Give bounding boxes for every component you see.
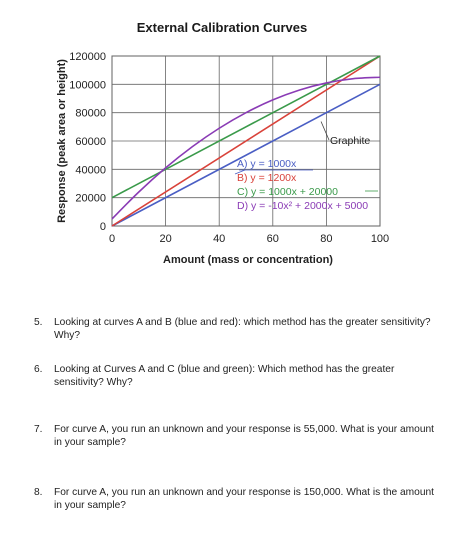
x-tick-label: 20 xyxy=(159,233,171,245)
series-d-line xyxy=(111,76,381,220)
y-tick-label: 0 xyxy=(100,221,106,233)
equation-label-a: A) y = 1000x xyxy=(237,158,297,170)
chart-ticks: 0 20 40 60 80 100 0 20000 40000 60000 80000 100000 1… xyxy=(69,51,389,245)
series-c-line xyxy=(111,55,381,199)
x-tick-label: 0 xyxy=(109,233,115,245)
question-5: 5. Looking at curves A and B (blue and r… xyxy=(34,316,444,342)
chart-series xyxy=(111,55,381,227)
question-number: 5. xyxy=(34,317,43,328)
y-tick-label: 20000 xyxy=(75,193,106,205)
question-8: 8. For curve A, you run an unknown and y… xyxy=(34,486,444,512)
y-tick-label: 80000 xyxy=(75,108,106,120)
x-axis-label: Amount (mass or concentration) xyxy=(163,254,333,266)
graphite-leader xyxy=(320,121,330,141)
y-axis-label: Response (peak area or height) xyxy=(56,59,68,223)
y-tick-label: 100000 xyxy=(69,79,106,91)
equation-label-d: D) y = -10x² + 2000x + 5000 xyxy=(237,200,368,212)
chart-title: External Calibration Curves xyxy=(137,20,308,35)
chart-annotations: A) y = 1000x B) y = 1200x C) y = 1000x + 2… xyxy=(234,121,378,212)
series-a-line xyxy=(111,83,381,227)
x-tick-label: 80 xyxy=(320,233,332,245)
equation-label-b: B) y = 1200x xyxy=(237,172,297,184)
series-b-line xyxy=(111,55,381,227)
question-text: Looking at curves A and B (blue and red)… xyxy=(54,317,431,341)
question-text: For curve A, you run an unknown and your… xyxy=(54,424,434,448)
question-text: Looking at Curves A and C (blue and gree… xyxy=(54,364,395,388)
y-tick-label: 40000 xyxy=(75,164,106,176)
x-tick-label: 60 xyxy=(267,233,279,245)
y-tick-label: 60000 xyxy=(75,136,106,148)
question-text: For curve A, you run an unknown and your… xyxy=(54,487,434,511)
question-number: 8. xyxy=(34,487,43,498)
equation-label-c: C) y = 1000x + 20000 xyxy=(237,186,338,198)
x-tick-label: 100 xyxy=(371,233,389,245)
x-tick-label: 40 xyxy=(213,233,225,245)
label-a-leader xyxy=(234,169,246,175)
question-number: 7. xyxy=(34,424,43,435)
y-tick-label: 120000 xyxy=(69,51,106,63)
calibration-chart: External Calibration Curves 0 20 40 60 80 100… xyxy=(56,20,389,266)
question-6: 6. Looking at Curves A and C (blue and g… xyxy=(34,363,444,389)
graphite-label: Graphite xyxy=(330,135,370,147)
question-number: 6. xyxy=(34,364,43,375)
question-7: 7. For curve A, you run an unknown and y… xyxy=(34,423,444,449)
